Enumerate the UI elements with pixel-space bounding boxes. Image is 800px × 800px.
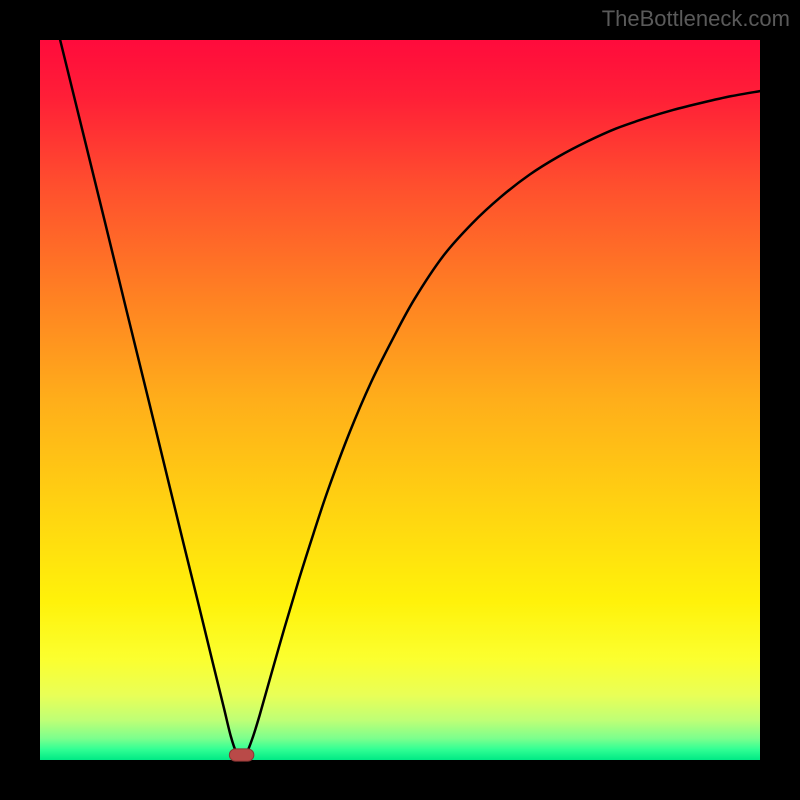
watermark-text: TheBottleneck.com xyxy=(602,6,790,32)
bottleneck-chart xyxy=(0,0,800,800)
chart-container: TheBottleneck.com xyxy=(0,0,800,800)
optimal-point-marker xyxy=(229,749,253,761)
